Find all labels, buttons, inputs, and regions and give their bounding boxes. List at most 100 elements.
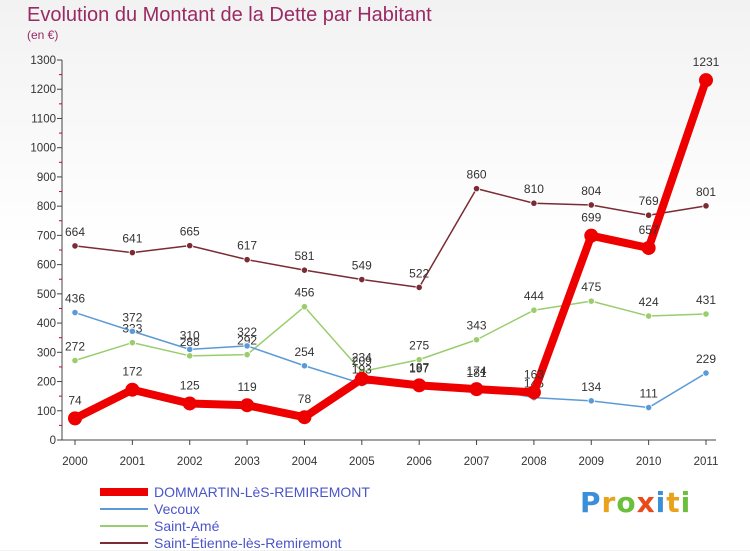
data-label-dommartin-l-s-remiremont: 187 <box>409 360 429 374</box>
legend-item-saint-ame: Saint-Amé <box>100 517 370 534</box>
data-point-dommartin-l-s-remiremont <box>125 382 140 397</box>
data-label-saint-tienne-l-s-remiremont: 665 <box>180 225 200 239</box>
x-tick-label: 2007 <box>464 456 490 468</box>
data-label-saint-am: 275 <box>409 339 429 353</box>
data-point-saint-tienne-l-s-remiremont <box>71 242 79 250</box>
data-point-saint-am <box>128 339 136 347</box>
data-label-saint-tienne-l-s-remiremont: 522 <box>409 266 429 280</box>
data-point-vecoux <box>243 342 251 350</box>
series-line-vecoux <box>74 311 707 409</box>
data-label-vecoux: 134 <box>581 380 601 394</box>
proxiti-logo: Proxiti <box>580 486 692 519</box>
data-point-vecoux <box>587 397 595 405</box>
data-point-dommartin-l-s-remiremont <box>297 410 312 425</box>
data-label-dommartin-l-s-remiremont: 74 <box>68 393 82 407</box>
y-tick-label: 200 <box>37 377 56 389</box>
data-label-saint-am: 456 <box>294 286 314 300</box>
y-tick-label: 900 <box>37 172 56 184</box>
y-tick-label: 0 <box>50 435 56 447</box>
data-point-vecoux <box>71 308 79 317</box>
x-tick-label: 2008 <box>521 456 547 468</box>
y-tick-label: 1000 <box>30 143 56 155</box>
x-tick-label: 2002 <box>177 456 203 468</box>
legend-item-saint-etienne: Saint-Étienne-lès-Remiremont <box>100 534 370 551</box>
data-point-saint-tienne-l-s-remiremont <box>472 185 481 193</box>
data-point-saint-tienne-l-s-remiremont <box>530 199 538 207</box>
data-point-dommartin-l-s-remiremont <box>699 73 713 88</box>
data-label-saint-tienne-l-s-remiremont: 804 <box>581 184 601 198</box>
data-point-dommartin-l-s-remiremont <box>68 411 82 426</box>
y-tick-label: 800 <box>37 201 56 213</box>
data-label-vecoux: 310 <box>180 328 200 342</box>
y-tick-label: 100 <box>37 406 56 418</box>
data-point-vecoux <box>645 403 653 412</box>
data-label-vecoux: 372 <box>122 310 142 324</box>
data-label-saint-am: 272 <box>65 339 85 353</box>
data-point-dommartin-l-s-remiremont <box>641 240 656 255</box>
legend-label-saint-ame: Saint-Amé <box>154 517 220 534</box>
x-tick-label: 2004 <box>292 456 318 468</box>
data-point-dommartin-l-s-remiremont <box>584 228 599 243</box>
data-label-saint-am: 431 <box>696 293 716 307</box>
data-point-saint-tienne-l-s-remiremont <box>300 266 309 274</box>
data-label-saint-tienne-l-s-remiremont: 769 <box>639 194 659 208</box>
data-point-dommartin-l-s-remiremont <box>240 398 255 413</box>
data-label-dommartin-l-s-remiremont: 163 <box>524 367 544 381</box>
data-label-saint-am: 444 <box>524 289 544 303</box>
data-point-dommartin-l-s-remiremont <box>182 396 197 411</box>
data-point-saint-am <box>186 352 194 360</box>
data-label-vecoux: 436 <box>65 292 85 306</box>
data-label-saint-tienne-l-s-remiremont: 617 <box>237 239 257 253</box>
data-label-vecoux: 322 <box>237 325 257 339</box>
data-point-vecoux <box>186 345 194 353</box>
x-tick-label: 2011 <box>694 456 719 468</box>
y-tick-label: 1100 <box>31 113 56 125</box>
data-point-saint-am <box>645 312 653 320</box>
data-point-saint-tienne-l-s-remiremont <box>587 201 595 209</box>
y-tick-label: 1300 <box>30 55 56 67</box>
data-point-saint-am <box>243 351 251 359</box>
series-line-saint-tienne-l-s-remiremont <box>74 187 707 289</box>
y-tick-label: 400 <box>37 318 56 330</box>
data-label-saint-tienne-l-s-remiremont: 581 <box>294 249 314 263</box>
data-point-saint-tienne-l-s-remiremont <box>702 202 710 210</box>
legend-item-vecoux: Vecoux <box>100 500 370 517</box>
data-label-saint-tienne-l-s-remiremont: 549 <box>352 259 372 273</box>
legend-label-saint-etienne: Saint-Étienne-lès-Remiremont <box>154 534 342 551</box>
data-label-saint-tienne-l-s-remiremont: 810 <box>524 182 544 196</box>
data-label-vecoux: 229 <box>696 352 716 366</box>
data-label-dommartin-l-s-remiremont: 1231 <box>693 55 720 69</box>
data-label-dommartin-l-s-remiremont: 699 <box>581 211 601 225</box>
data-point-saint-am <box>300 303 309 311</box>
legend-label-vecoux: Vecoux <box>154 500 200 517</box>
data-label-vecoux: 181 <box>467 366 487 380</box>
data-label-saint-am: 234 <box>352 351 372 365</box>
y-tick-label: 1200 <box>30 84 56 96</box>
data-point-saint-tienne-l-s-remiremont <box>186 242 194 250</box>
data-label-saint-tienne-l-s-remiremont: 641 <box>122 232 142 246</box>
data-point-saint-am <box>472 336 481 344</box>
data-label-dommartin-l-s-remiremont: 78 <box>298 392 312 406</box>
legend-swatch-dommartin <box>100 487 148 496</box>
data-label-dommartin-l-s-remiremont: 657 <box>639 223 659 237</box>
data-point-saint-am <box>415 356 423 364</box>
data-point-dommartin-l-s-remiremont <box>469 382 484 397</box>
y-tick-label: 300 <box>37 347 56 359</box>
y-tick-label: 600 <box>37 260 56 272</box>
legend-swatch-vecoux <box>100 507 148 510</box>
data-point-saint-am <box>702 310 710 318</box>
data-label-vecoux: 197 <box>409 361 429 375</box>
data-label-vecoux: 111 <box>640 387 659 401</box>
legend-swatch-saint-ame <box>100 524 148 527</box>
data-point-dommartin-l-s-remiremont <box>354 371 369 386</box>
data-point-saint-tienne-l-s-remiremont <box>415 283 423 292</box>
legend: DOMMARTIN-LèS-REMIREMONT Vecoux Saint-Am… <box>100 483 370 551</box>
series-line-dommartin-l-s-remiremont <box>71 76 710 423</box>
legend-swatch-saint-etienne <box>100 541 148 544</box>
x-tick-label: 2000 <box>62 456 88 468</box>
y-tick-label: 700 <box>37 230 56 242</box>
data-point-saint-tienne-l-s-remiremont <box>645 211 653 219</box>
data-label-saint-tienne-l-s-remiremont: 664 <box>65 225 85 239</box>
data-point-saint-tienne-l-s-remiremont <box>358 275 366 284</box>
